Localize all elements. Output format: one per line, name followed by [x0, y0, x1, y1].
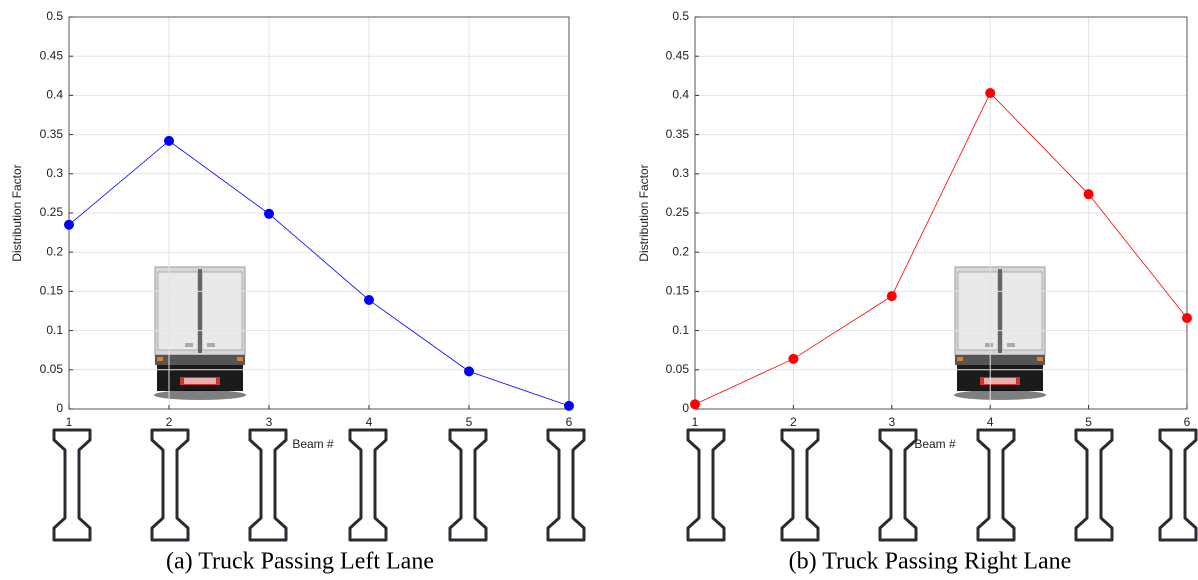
data-point — [564, 400, 574, 411]
y-tick-label: 0.1 — [672, 323, 689, 337]
y-tick-label: 0.5 — [46, 9, 63, 23]
y-tick-label: 0.2 — [46, 244, 63, 258]
x-axis-label: Beam # — [292, 437, 334, 451]
plot-frame — [694, 16, 1188, 410]
y-tick-label: 0.45 — [666, 48, 690, 62]
y-axis-label: Distribution Factor — [10, 164, 24, 261]
x-tick-label: 2 — [166, 415, 173, 429]
data-point — [164, 135, 174, 146]
data-point — [690, 399, 700, 410]
data-point — [264, 208, 274, 219]
y-tick-label: 0.4 — [46, 88, 63, 102]
y-tick-label: 0.05 — [40, 362, 64, 376]
y-tick-label: 0.25 — [40, 205, 64, 219]
data-point — [364, 295, 374, 306]
y-tick-label: 0 — [56, 401, 63, 415]
x-tick-label: 3 — [888, 415, 895, 429]
x-tick-label: 1 — [692, 415, 699, 429]
data-point — [1083, 189, 1094, 200]
y-tick-label: 0.1 — [46, 323, 63, 337]
x-tick-label: 2 — [790, 415, 797, 429]
chart: 0 0.05 0.1 0.15 0.2 0.25 0.3 0.35 0.4 0.45 0.5 1 2 3 4… — [637, 9, 1192, 575]
y-tick-label: 0.25 — [666, 205, 690, 219]
plot-frame — [68, 16, 570, 410]
y-axis-label: Distribution Factor — [637, 164, 651, 261]
truck-icon — [953, 266, 1047, 401]
data-point — [788, 353, 799, 364]
caption: (b) Truck Passing Right Lane — [789, 549, 1072, 575]
y-tick-label: 0.45 — [40, 48, 64, 62]
x-tick-label: 4 — [987, 415, 994, 429]
y-tick-label: 0.2 — [672, 244, 689, 258]
y-tick-label: 0.35 — [666, 127, 690, 141]
x-tick-label: 6 — [566, 415, 573, 429]
x-tick-label: 5 — [1085, 415, 1092, 429]
series-line — [694, 92, 1188, 405]
y-tick-label: 0.5 — [672, 9, 689, 23]
x-tick-label: 6 — [1184, 415, 1191, 429]
y-tick-label: 0.15 — [666, 284, 690, 298]
data-point — [1182, 313, 1192, 324]
x-axis-label: Beam # — [914, 437, 956, 451]
y-tick-label: 0.35 — [40, 127, 64, 141]
beam-sections — [52, 428, 1198, 542]
data-point — [464, 366, 474, 377]
y-tick-label: 0.3 — [672, 166, 689, 180]
chart: 0 0.05 0.1 0.15 0.2 0.25 0.3 0.35 0.4 0.45 0.5 1 2 3 4… — [10, 9, 574, 575]
truck-icon — [153, 266, 247, 401]
data-point — [985, 88, 996, 99]
y-tick-label: 0.3 — [46, 166, 63, 180]
y-tick-label: 0.05 — [666, 362, 690, 376]
data-point — [64, 219, 74, 230]
data-point — [886, 291, 897, 302]
y-tick-label: 0.15 — [40, 284, 64, 298]
series-line — [68, 140, 570, 407]
x-tick-label: 4 — [366, 415, 373, 429]
x-tick-label: 1 — [66, 415, 73, 429]
caption: (a) Truck Passing Left Lane — [166, 549, 434, 575]
y-tick-label: 0 — [682, 401, 689, 415]
x-tick-label: 3 — [266, 415, 273, 429]
y-tick-label: 0.4 — [672, 88, 689, 102]
x-tick-label: 5 — [466, 415, 473, 429]
